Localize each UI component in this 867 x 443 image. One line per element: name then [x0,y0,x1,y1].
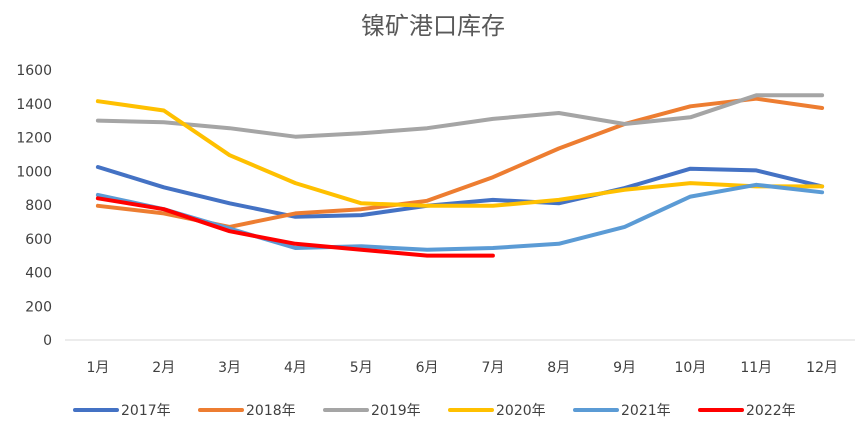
x-axis: 1月 2月 3月 4月 5月 6月 7月 8月 9月 10月 11月 12月 [86,360,838,376]
legend-label: 2017年 [121,403,171,419]
x-tick-label: 3月 [218,360,241,376]
chart-title: 镍矿港口库存 [361,12,505,40]
y-tick-label: 400 [25,266,52,282]
y-tick-label: 600 [25,232,52,248]
y-tick-label: 200 [25,299,52,315]
series-line-2020年 [95,99,825,208]
x-tick-label: 5月 [350,360,373,376]
x-tick-label: 11月 [740,360,772,376]
x-tick-label: 12月 [806,360,838,376]
x-tick-label: 2月 [152,360,175,376]
y-tick-label: 0 [43,333,52,349]
y-tick-label: 1400 [16,97,52,113]
legend-label: 2019年 [371,403,421,419]
y-tick-label: 800 [25,198,52,214]
x-tick-label: 8月 [547,360,570,376]
legend-label: 2020年 [496,403,546,419]
legend-label: 2022年 [746,403,796,419]
x-tick-label: 1月 [86,360,109,376]
legend-label: 2021年 [621,403,671,419]
x-tick-label: 9月 [613,360,636,376]
series-line-2022年 [95,196,495,258]
x-tick-label: 7月 [481,360,504,376]
y-tick-label: 1000 [16,164,52,180]
x-tick-label: 4月 [284,360,307,376]
series-line-2019年 [95,93,825,139]
y-tick-label: 1200 [16,131,52,147]
y-tick-label: 1600 [16,63,52,79]
series-line-2017年 [95,165,825,219]
legend: 2017年 2018年 2019年 2020年 2021年 2022年 [73,403,796,419]
legend-label: 2018年 [246,403,296,419]
plot-area [95,93,825,258]
x-tick-label: 10月 [675,360,707,376]
y-axis: 0 200 400 600 800 1000 1200 1400 1600 [16,63,52,349]
series-line-2021年 [95,182,825,252]
x-tick-label: 6月 [416,360,439,376]
